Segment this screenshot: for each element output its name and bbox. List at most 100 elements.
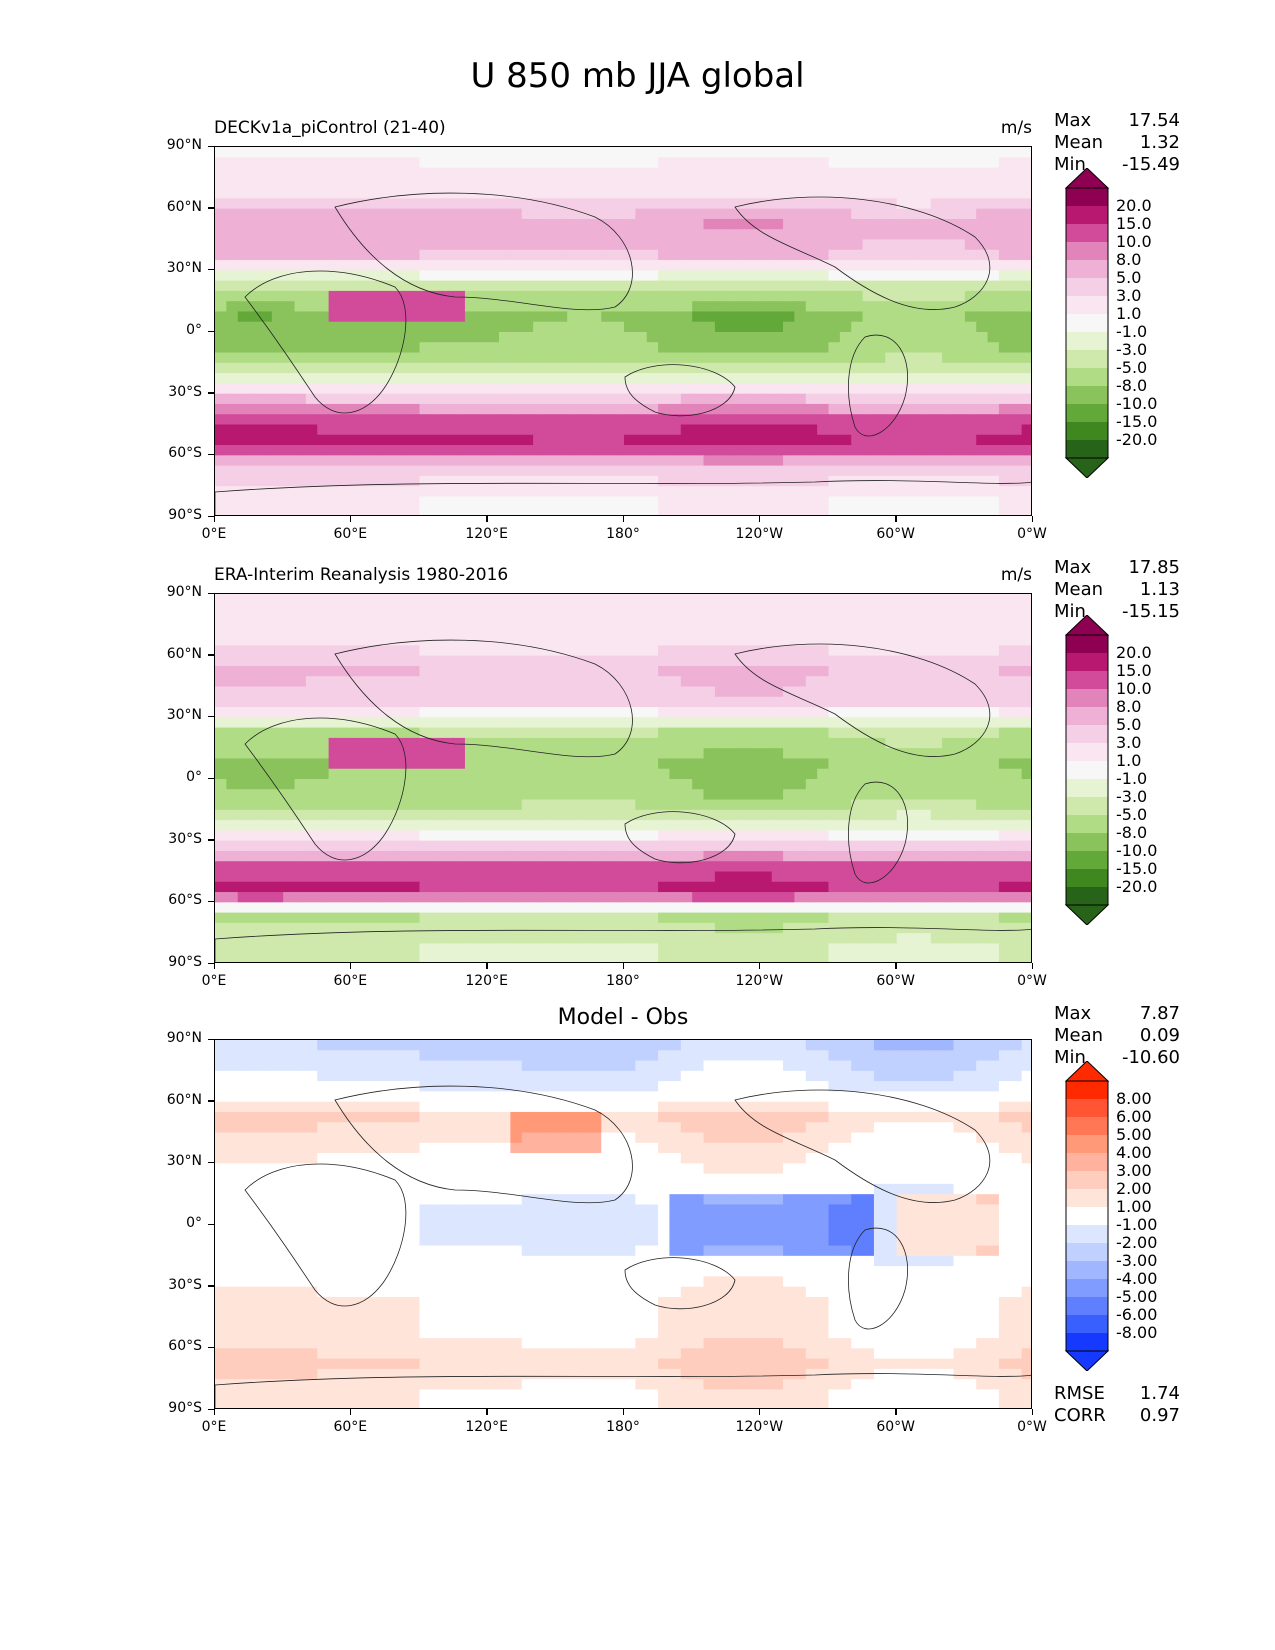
stat-min-value: -15.15 (1121, 601, 1180, 622)
heatmap-cell (476, 665, 489, 677)
heatmap-cell (1010, 892, 1023, 903)
heatmap-cell (748, 147, 761, 158)
heatmap-cell (885, 373, 898, 384)
heatmap-cell (783, 455, 796, 467)
heatmap-cell (908, 311, 920, 323)
heatmap-cell (873, 321, 886, 333)
heatmap-cell (976, 270, 989, 282)
heatmap-cell (249, 321, 262, 333)
heatmap-cell (771, 177, 784, 189)
heatmap-cell (567, 727, 580, 739)
heatmap-cell (215, 614, 227, 626)
heatmap-cell (215, 352, 227, 364)
heatmap-cell (658, 881, 671, 893)
heatmap-cell (567, 147, 580, 158)
heatmap-cell (703, 707, 716, 718)
heatmap-cell (760, 850, 773, 862)
heatmap-cell (351, 892, 364, 903)
heatmap-cell (998, 820, 1011, 831)
heatmap-cell (1021, 414, 1031, 426)
heatmap-cell (839, 830, 852, 842)
heatmap-cell (635, 465, 648, 477)
heatmap-cell (805, 177, 818, 189)
heatmap-cell (339, 902, 352, 914)
heatmap-cell (624, 614, 636, 626)
heatmap-cell (964, 475, 977, 487)
heatmap-cell (839, 260, 852, 271)
heatmap-cell (987, 188, 1000, 199)
heatmap-cell (748, 301, 761, 313)
heatmap-cell (658, 604, 671, 616)
heatmap-cell (510, 604, 523, 616)
heatmap-cell (908, 717, 920, 729)
heatmap-cell (714, 758, 727, 770)
heatmap-cell (396, 445, 409, 456)
heatmap-cell (271, 424, 284, 436)
heatmap-cell (226, 707, 239, 718)
heatmap-cell (692, 260, 705, 271)
heatmap-cell (862, 686, 875, 698)
heatmap-cell (748, 280, 761, 292)
heatmap-cell (635, 624, 648, 636)
heatmap-cell (703, 645, 716, 657)
heatmap-cell (544, 902, 557, 914)
heatmap-cell (499, 403, 511, 415)
heatmap-cell (351, 645, 364, 657)
heatmap-cell (760, 249, 773, 261)
heatmap-cell (692, 198, 705, 210)
heatmap-cell (828, 635, 841, 646)
heatmap-cell (714, 727, 727, 739)
heatmap-cell (737, 424, 750, 436)
heatmap-cell (885, 342, 898, 354)
heatmap-cell (646, 912, 659, 924)
stat-max-value: 17.54 (1128, 110, 1180, 131)
heatmap-cell (374, 167, 387, 179)
heatmap-cell (510, 393, 523, 405)
heatmap-cell (419, 748, 432, 760)
heatmap-cell (533, 696, 546, 708)
heatmap-cell (1021, 208, 1031, 220)
heatmap-cell (237, 465, 250, 477)
heatmap-cell (942, 758, 955, 770)
heatmap-cell (930, 424, 943, 436)
heatmap-cell (328, 342, 341, 354)
heatmap-cell (453, 332, 466, 343)
heatmap-cell (271, 434, 284, 446)
heatmap-cell (692, 290, 705, 302)
heatmap-cell (828, 455, 841, 467)
heatmap-cell (692, 707, 705, 718)
heatmap-cell (260, 676, 273, 688)
heatmap-cell (567, 506, 580, 515)
heatmap-cell (328, 393, 341, 405)
heatmap-cell (908, 614, 920, 626)
heatmap-cell (408, 717, 421, 729)
heatmap-cell (1021, 280, 1031, 292)
heatmap-cell (237, 830, 250, 842)
heatmap-cell (374, 270, 387, 282)
heatmap-cell (521, 902, 534, 914)
heatmap-cell (601, 445, 614, 456)
heatmap-cell (351, 707, 364, 718)
heatmap-cell (680, 311, 693, 323)
heatmap-cell (215, 912, 227, 924)
heatmap-cell (408, 902, 421, 914)
heatmap-cell (328, 850, 341, 862)
heatmap-cell (612, 475, 625, 487)
heatmap-cell (453, 239, 466, 251)
heatmap-cell (442, 820, 455, 831)
heatmap-cell (1010, 301, 1023, 313)
heatmap-cell (828, 645, 841, 657)
heatmap-cell (499, 779, 511, 790)
heatmap-cell (726, 902, 739, 914)
heatmap-cell (851, 768, 864, 780)
heatmap-cell (305, 892, 318, 903)
heatmap-cell (294, 737, 307, 749)
heatmap-cell (692, 861, 705, 873)
heatmap-cell (998, 301, 1011, 313)
heatmap-cell (442, 157, 455, 169)
heatmap-cell (430, 218, 443, 230)
heatmap-cell (499, 239, 511, 251)
heatmap-cell (692, 871, 705, 883)
heatmap-cell (703, 717, 716, 729)
heatmap-cell (760, 321, 773, 333)
